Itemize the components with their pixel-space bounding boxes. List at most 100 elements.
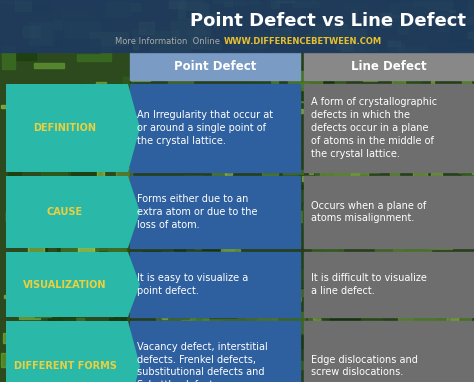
Bar <box>195 227 233 249</box>
Bar <box>130 143 149 168</box>
Bar <box>246 345 263 348</box>
Bar <box>274 112 283 129</box>
Bar <box>56 318 84 337</box>
Bar <box>316 319 322 329</box>
Bar <box>446 136 462 142</box>
Bar <box>98 335 112 339</box>
Bar <box>393 240 431 261</box>
Bar <box>74 284 113 292</box>
Bar <box>151 31 191 51</box>
Bar <box>237 76 252 78</box>
Text: DIFFERENT FORMS: DIFFERENT FORMS <box>14 361 117 371</box>
Bar <box>444 354 453 367</box>
Bar <box>398 81 411 87</box>
Bar <box>416 198 437 222</box>
Bar <box>345 225 372 241</box>
Bar <box>224 243 234 262</box>
Bar <box>346 189 354 204</box>
Bar <box>194 89 208 93</box>
Bar <box>376 202 391 206</box>
Bar <box>470 262 474 274</box>
Bar <box>456 133 474 139</box>
Bar <box>195 146 210 152</box>
Bar <box>455 181 464 196</box>
Bar <box>130 321 300 382</box>
Bar <box>427 129 444 140</box>
Bar <box>23 350 54 367</box>
Bar <box>75 110 91 116</box>
Bar <box>41 296 46 303</box>
Bar <box>363 75 377 81</box>
Bar <box>465 160 474 185</box>
Bar <box>204 321 222 327</box>
Bar <box>464 183 474 196</box>
Bar <box>425 339 448 351</box>
Bar <box>84 364 95 371</box>
Bar <box>263 162 278 175</box>
Bar <box>459 157 474 173</box>
Bar <box>86 162 121 167</box>
Bar <box>380 0 405 8</box>
Bar <box>77 36 103 39</box>
Text: Forms either due to an
extra atom or due to the
loss of atom.: Forms either due to an extra atom or due… <box>137 194 257 230</box>
Bar <box>189 208 220 216</box>
Bar <box>174 205 208 224</box>
Bar <box>209 207 234 228</box>
Bar <box>1 105 18 108</box>
Text: WWW.DIFFERENCEBETWEEN.COM: WWW.DIFFERENCEBETWEEN.COM <box>224 37 382 47</box>
Bar <box>42 286 55 298</box>
Bar <box>28 243 44 254</box>
Bar <box>392 76 405 90</box>
Bar <box>39 216 51 228</box>
Bar <box>188 345 201 349</box>
Bar <box>389 124 401 133</box>
Text: A form of crystallographic
defects in which the
defects occur in a plane
of atom: A form of crystallographic defects in wh… <box>311 97 437 159</box>
Bar <box>351 301 364 309</box>
Bar <box>130 84 300 172</box>
Bar <box>214 222 219 230</box>
Bar <box>54 182 91 196</box>
Bar <box>96 301 114 312</box>
Bar <box>399 157 411 160</box>
Bar <box>379 210 385 220</box>
Bar <box>462 69 471 84</box>
Bar <box>414 304 447 320</box>
Bar <box>381 167 393 171</box>
Bar <box>319 354 327 374</box>
Bar <box>457 275 466 287</box>
Bar <box>81 333 119 357</box>
Bar <box>158 285 196 291</box>
Bar <box>417 123 441 133</box>
Bar <box>38 236 57 246</box>
Bar <box>271 63 278 88</box>
Bar <box>290 211 304 222</box>
Bar <box>58 237 95 246</box>
Bar <box>431 81 434 84</box>
Bar <box>194 162 214 171</box>
Polygon shape <box>6 176 140 248</box>
Bar <box>61 261 66 274</box>
Bar <box>392 79 421 83</box>
Bar <box>292 0 319 8</box>
Bar <box>356 166 368 169</box>
Polygon shape <box>6 84 140 172</box>
Bar <box>225 161 255 167</box>
Bar <box>212 0 224 2</box>
Bar <box>337 114 343 127</box>
Bar <box>342 44 376 55</box>
Bar <box>329 181 337 186</box>
Bar <box>374 134 388 138</box>
Bar <box>447 311 458 325</box>
Bar <box>131 258 145 263</box>
Bar <box>425 138 451 155</box>
Bar <box>392 340 399 343</box>
Bar <box>171 21 203 36</box>
Bar <box>343 273 357 275</box>
Bar <box>109 317 117 336</box>
Bar <box>46 199 77 210</box>
Bar <box>419 278 431 295</box>
Bar <box>204 296 211 317</box>
Bar <box>78 247 94 256</box>
Bar <box>459 273 474 283</box>
Bar <box>15 0 31 11</box>
